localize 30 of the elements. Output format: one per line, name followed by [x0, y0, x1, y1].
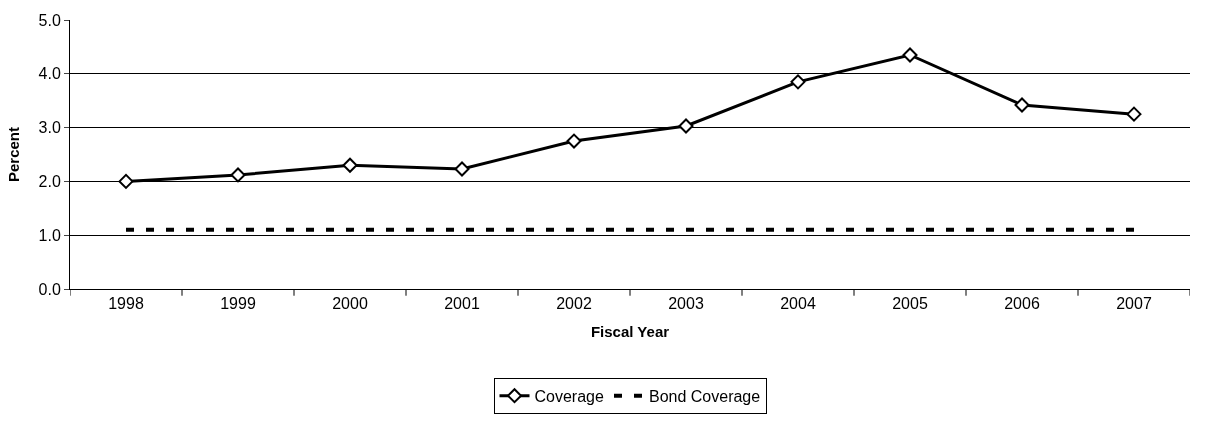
- x-axis-title: Fiscal Year: [590, 323, 670, 341]
- y-tick-label: 5.0: [38, 11, 61, 29]
- point: [1014, 97, 1030, 113]
- y-tick-label: 2.0: [38, 173, 61, 190]
- point: [1126, 106, 1142, 122]
- legend-label: Bond Coverage: [648, 387, 761, 405]
- point: [342, 157, 358, 173]
- x-tick-label: 1998: [108, 295, 144, 313]
- x-tick-label: 2000: [332, 295, 368, 313]
- point: [230, 167, 246, 183]
- point: [678, 118, 694, 134]
- legend-label: Coverage: [534, 387, 604, 405]
- x-tick-label: 2003: [668, 295, 704, 313]
- point: [790, 74, 806, 90]
- x-tick-label: 2007: [1116, 295, 1152, 313]
- y-axis-title: Percent: [4, 126, 22, 183]
- point: [118, 173, 134, 189]
- y-tick-label: 1.0: [38, 226, 61, 244]
- point: [566, 133, 582, 149]
- x-tick-label: 1999: [220, 295, 256, 313]
- x-tick-label: 2004: [780, 295, 816, 313]
- x-tick-label: 2006: [1004, 295, 1040, 313]
- x-tick-label: 2002: [556, 295, 592, 313]
- x-tick-label: 2001: [444, 295, 480, 313]
- x-tick-label: 2005: [892, 295, 928, 313]
- y-tick-label: 3.0: [38, 119, 61, 137]
- point: [902, 47, 918, 63]
- point: [454, 161, 470, 177]
- y-tick-label: 0.0: [38, 280, 61, 298]
- y-tick-label: 4.0: [38, 65, 61, 83]
